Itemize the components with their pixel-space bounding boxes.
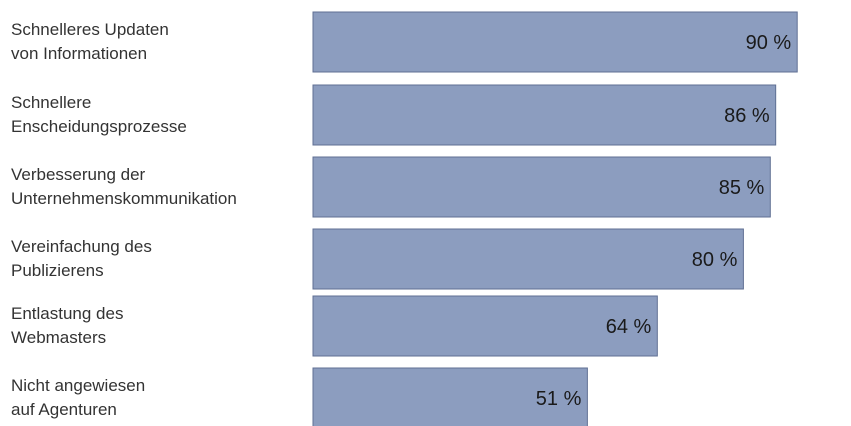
category-label: Nicht angewiesen auf Agenturen xyxy=(11,376,145,419)
category-label-line: Unternehmenskommunikation xyxy=(11,189,237,208)
bar xyxy=(312,11,798,73)
category-label: Vereinfachung des Publizierens xyxy=(11,237,152,280)
bar xyxy=(312,228,744,290)
category-label-line: Publizierens xyxy=(11,261,104,280)
category-label-line: Schnellere xyxy=(11,93,91,112)
bar-value-label: 64 % xyxy=(606,316,652,338)
bar-value-label: 85 % xyxy=(719,177,765,199)
category-label-line: Webmasters xyxy=(11,328,106,347)
bar-value-label: 86 % xyxy=(724,105,770,127)
category-label-line: Schnelleres Updaten xyxy=(11,20,169,39)
category-label: Schnelleres Updaten von Informationen xyxy=(11,20,169,63)
bar-value-label: 90 % xyxy=(746,32,792,54)
category-label-line: auf Agenturen xyxy=(11,400,117,419)
category-label: Schnellere Enscheidungsprozesse xyxy=(11,93,187,136)
category-label-line: Verbesserung der xyxy=(11,165,146,184)
bar xyxy=(312,84,777,146)
bar xyxy=(312,295,658,357)
bar xyxy=(312,367,588,426)
bar-value-label: 80 % xyxy=(692,249,738,271)
category-label-line: Enscheidungsprozesse xyxy=(11,117,187,136)
bar-value-label: 51 % xyxy=(536,388,582,410)
category-label-line: Vereinfachung des xyxy=(11,237,152,256)
category-label: Verbesserung der Unternehmenskommunikatio… xyxy=(11,165,237,208)
category-label-line: Nicht angewiesen xyxy=(11,376,145,395)
category-label: Entlastung des Webmasters xyxy=(11,304,123,347)
category-label-line: von Informationen xyxy=(11,44,147,63)
category-label-line: Entlastung des xyxy=(11,304,123,323)
bar xyxy=(312,156,771,218)
